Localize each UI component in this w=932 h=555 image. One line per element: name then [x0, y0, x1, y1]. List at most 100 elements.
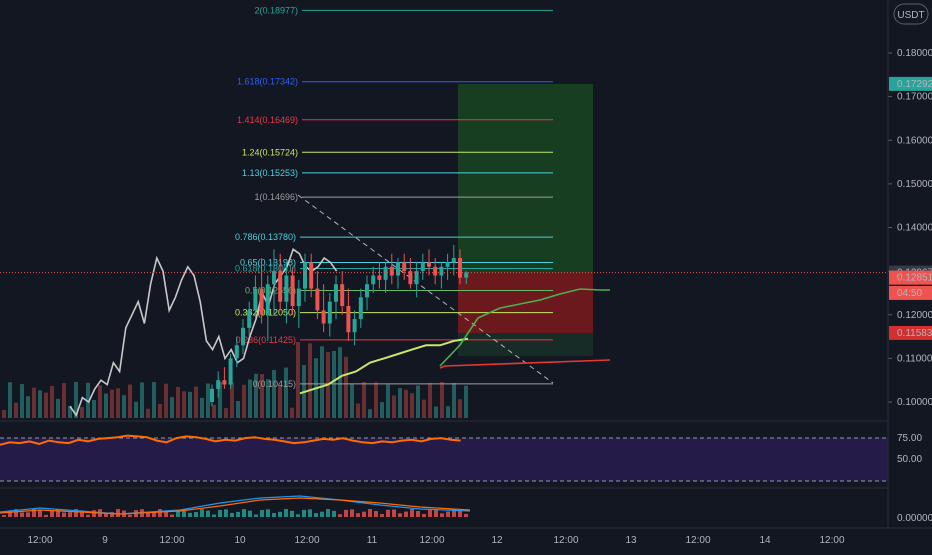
projection-lower [439, 359, 611, 369]
candle-body [439, 266, 444, 276]
volume-bar [116, 388, 120, 418]
candle-body [210, 388, 214, 402]
macd-histogram-bar [50, 510, 54, 517]
fib-label: 0.65(0.13198) [240, 257, 296, 267]
moving-average [299, 288, 611, 395]
volume-bar [182, 391, 186, 418]
candle-body [352, 319, 357, 333]
volume-bar [188, 391, 192, 418]
candle-body [334, 284, 338, 302]
macd-histogram-bar [356, 513, 360, 517]
volume-bar [320, 346, 324, 418]
macd-line [0, 495, 471, 515]
time-tick-label: 12:00 [419, 535, 444, 546]
macd-histogram-bar [146, 512, 150, 517]
volume-bar [200, 397, 204, 418]
volume-bar [236, 401, 240, 418]
rsi-pane: 75.00 50.00 [0, 433, 922, 482]
macd-histogram-bar [254, 514, 258, 517]
macd-histogram-bar [242, 509, 246, 517]
macd-histogram-bar [182, 509, 186, 517]
time-axis[interactable]: 12:00 9 12:00 10 12:00 11 12:00 12 12:00 13 12:00 1… [27, 535, 844, 546]
macd-pane: 0.00000 [0, 495, 932, 524]
volume-bar [278, 385, 282, 418]
volume-bar [206, 383, 210, 418]
macd-histogram-bar [452, 509, 456, 517]
time-tick-label: 13 [625, 535, 637, 546]
candle-body [402, 262, 407, 272]
volume-bar [272, 370, 276, 418]
macd-histogram-bar [332, 510, 336, 517]
candle-body [303, 262, 307, 289]
macd-histogram-bar [128, 514, 132, 517]
macd-histogram-bar [398, 513, 402, 517]
candle-body [265, 284, 270, 315]
volume-bar [218, 382, 222, 418]
volume-bar [8, 382, 12, 418]
macd-histogram-bar [380, 514, 384, 517]
rsi-band [0, 438, 888, 481]
price-marker-label: 04:50 [897, 288, 922, 299]
price-tick-label: 0.18000 [897, 48, 932, 59]
candle-body [309, 262, 314, 289]
candle-body [464, 272, 469, 278]
volume-bar [38, 390, 42, 418]
candles [210, 244, 469, 407]
volume-bar [386, 384, 390, 418]
projection-upper [439, 288, 610, 367]
candle-body [241, 327, 245, 346]
candle-body [284, 275, 289, 302]
fib-label: 1(0.14696) [254, 192, 298, 202]
rsi-level-label: 75.00 [897, 433, 922, 444]
fib-levels[interactable]: 2(0.18977) 1.618(0.17342) 1.414(0.16469) 1.… [235, 5, 554, 389]
candle-body [296, 288, 301, 307]
volume-bar [176, 386, 180, 418]
price-marker [889, 325, 932, 340]
macd-histogram-bar [404, 511, 408, 517]
volume-bar [356, 403, 360, 418]
volume-bar [134, 401, 138, 418]
price-tick-label: 0.11000 [897, 353, 932, 364]
fib-label: 0.236(0.11425) [236, 335, 296, 345]
macd-histogram-bar [422, 513, 426, 517]
volume-bar [290, 407, 294, 418]
volume-bar [434, 406, 438, 418]
rsi-series [0, 434, 461, 446]
fib-label: 1.24(0.15724) [242, 147, 298, 157]
volume-bar [32, 387, 36, 418]
macd-histogram-bar [458, 511, 462, 517]
candle-body [278, 271, 283, 302]
volume-bar [140, 382, 144, 418]
candle-body [327, 301, 332, 324]
candle-body [445, 262, 450, 267]
volume-bar [80, 406, 84, 418]
macd-histogram-bar [44, 514, 48, 517]
macd-histogram-bar [290, 510, 294, 517]
volume-bar [248, 379, 252, 418]
volume-bar [86, 382, 90, 418]
macd-histogram-bar [416, 510, 420, 517]
macd-histogram-bar [374, 510, 378, 517]
price-tick-label: 0.10000 [897, 397, 932, 408]
volume-bar [98, 385, 102, 418]
candle-body [389, 266, 394, 276]
candle-body [340, 284, 345, 307]
macd-histogram-bar [38, 510, 42, 517]
volume-bar [362, 382, 366, 418]
macd-histogram-bar [68, 512, 72, 517]
candle-body [414, 271, 419, 285]
target-zone [458, 83, 593, 273]
volume-bar [428, 382, 432, 418]
volume-bar [296, 342, 300, 418]
macd-histogram-bar [272, 512, 276, 517]
candle-body [253, 288, 258, 311]
price-marker [889, 285, 932, 300]
candle-body [377, 275, 382, 280]
macd-histogram-bar [368, 509, 372, 517]
volume-bar [152, 382, 156, 418]
volume-bar [224, 408, 228, 418]
currency-badge[interactable]: USDT [893, 3, 929, 25]
volume-bar [194, 386, 198, 418]
candle-body [371, 275, 376, 285]
volume-bar [350, 383, 354, 418]
